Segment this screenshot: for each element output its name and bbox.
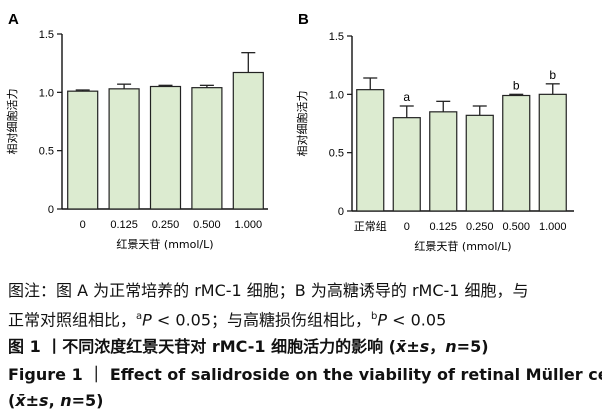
cn-n-val: =5) — [456, 337, 489, 356]
figure-note-line-1: 图注：图 A 为正常培养的 rMC-1 细胞；B 为高糖诱导的 rMC-1 细胞… — [8, 280, 596, 302]
bar — [191, 87, 223, 210]
en-stat: x̄±s — [15, 391, 49, 410]
x-axis-label: 红景天苷 (mmol/L) — [414, 239, 511, 253]
p-value-a: < 0.05；与高糖损伤组相比， — [151, 310, 372, 330]
panel-label: B — [298, 11, 309, 28]
cn-n: n — [445, 337, 457, 356]
en-paren: ( — [8, 391, 16, 410]
p-value-b: < 0.05 — [387, 310, 447, 330]
cn-stat: x̄±s — [396, 337, 430, 356]
x-tick-label: 0.500 — [502, 221, 530, 233]
y-tick-label: 0 — [48, 204, 54, 216]
en-comma: , — [48, 391, 61, 410]
figure-title-cn: 图 1 丨不同浓度红景天苷对 rMC-1 细胞活力的影响 (x̄±s，n=5) — [8, 336, 596, 358]
figure-note-line-2: 正常对照组相比，aP < 0.05；与高糖损伤组相比，bP < 0.05 — [8, 306, 596, 331]
x-tick-label: 0.125 — [429, 221, 457, 233]
figure-title-en-line-2: (x̄±s, n=5) — [8, 390, 596, 412]
sig-a-sup: a — [136, 311, 143, 322]
x-tick-label: 0.500 — [193, 219, 221, 231]
en-title-text: Figure 1 ｜ Effect of salidroside on the … — [8, 365, 602, 384]
significance-mark: a — [403, 90, 410, 104]
y-tick-label: 0 — [338, 206, 344, 218]
x-tick-label: 1.000 — [235, 219, 263, 231]
note-text: 图注：图 A 为正常培养的 rMC-1 细胞；B 为高糖诱导的 rMC-1 细胞… — [8, 281, 529, 300]
bar — [538, 93, 567, 212]
bar — [108, 88, 140, 210]
note-text-2: 正常对照组相比， — [8, 310, 137, 330]
y-tick-label: 1.0 — [329, 89, 344, 101]
y-axis-label: 相对细胞活力 — [295, 91, 309, 157]
x-tick-label: 0 — [80, 219, 86, 231]
panel-label: A — [8, 11, 19, 28]
en-n-val: =5) — [71, 391, 104, 410]
x-tick-label: 0.125 — [110, 219, 138, 231]
en-n: n — [60, 391, 72, 410]
bar — [429, 111, 458, 212]
bar — [465, 114, 494, 212]
p-label-b: P — [377, 310, 388, 330]
x-tick-label: 0.250 — [466, 221, 494, 233]
significance-mark: b — [513, 78, 520, 92]
x-tick-label: 0.250 — [152, 219, 180, 231]
bar — [232, 71, 264, 210]
bar — [502, 94, 531, 212]
bar — [67, 90, 99, 210]
x-tick-label: 0 — [404, 221, 410, 233]
significance-mark: b — [549, 68, 556, 82]
bar — [356, 89, 385, 212]
sig-b-sup: b — [371, 311, 378, 322]
p-label-a: P — [142, 310, 152, 330]
cn-title-text: 图 1 丨不同浓度红景天苷对 rMC-1 细胞活力的影响 ( — [8, 337, 396, 356]
bar — [149, 85, 182, 210]
y-tick-label: 1.0 — [39, 87, 54, 99]
bar — [392, 117, 421, 212]
cn-comma: ， — [429, 337, 446, 356]
figure-title-en: Figure 1 ｜ Effect of salidroside on the … — [8, 364, 602, 386]
y-tick-label: 1.5 — [39, 29, 54, 41]
x-tick-label: 正常组 — [354, 219, 387, 233]
y-tick-label: 1.5 — [329, 31, 344, 43]
x-tick-label: 1.000 — [539, 221, 567, 233]
y-tick-label: 0.5 — [329, 148, 344, 160]
y-axis-label: 相对细胞活力 — [5, 89, 19, 155]
y-tick-label: 0.5 — [39, 146, 54, 158]
x-axis-label: 红景天苷 (mmol/L) — [116, 237, 213, 251]
